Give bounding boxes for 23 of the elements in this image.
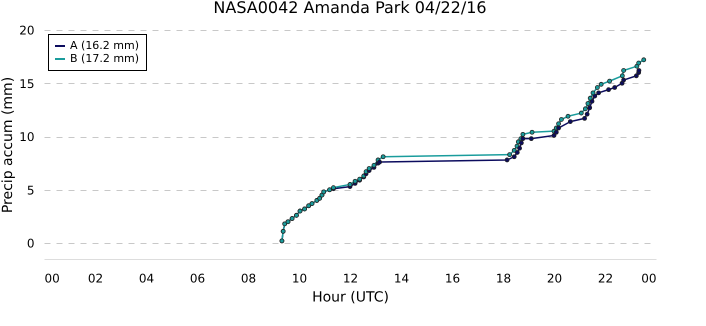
x-axis-title: Hour (UTC) [312,290,389,306]
legend-label: B (17.2 mm) [70,52,140,65]
x-tick-label: 10 [292,272,308,286]
y-axis-title: Precip accum (mm) [0,76,16,214]
y-tick-label: 15 [19,76,34,91]
x-tick-label: 00 [44,272,60,286]
x-tick-label: 04 [138,272,154,286]
x-tick-label: 00 [641,272,656,286]
x-tick-label: 20 [546,272,562,286]
x-tick-label: 18 [496,272,512,286]
y-tick-label: 5 [26,183,34,198]
chart-title: NASA0042 Amanda Park 04/22/16 [213,0,487,17]
x-tick-label: 16 [444,272,460,286]
y-tick-label: 20 [19,24,34,38]
x-tick-label: 08 [240,272,256,286]
y-tick-label: 10 [19,130,34,144]
x-tick-label: 06 [190,272,206,286]
x-tick-label: 02 [88,272,104,286]
x-tick-label: 14 [394,272,410,286]
x-tick-label: 12 [342,272,358,286]
legend-label: A (16.2 mm) [70,39,140,52]
x-tick-label: 22 [598,272,614,286]
y-tick-label: 0 [26,236,34,251]
